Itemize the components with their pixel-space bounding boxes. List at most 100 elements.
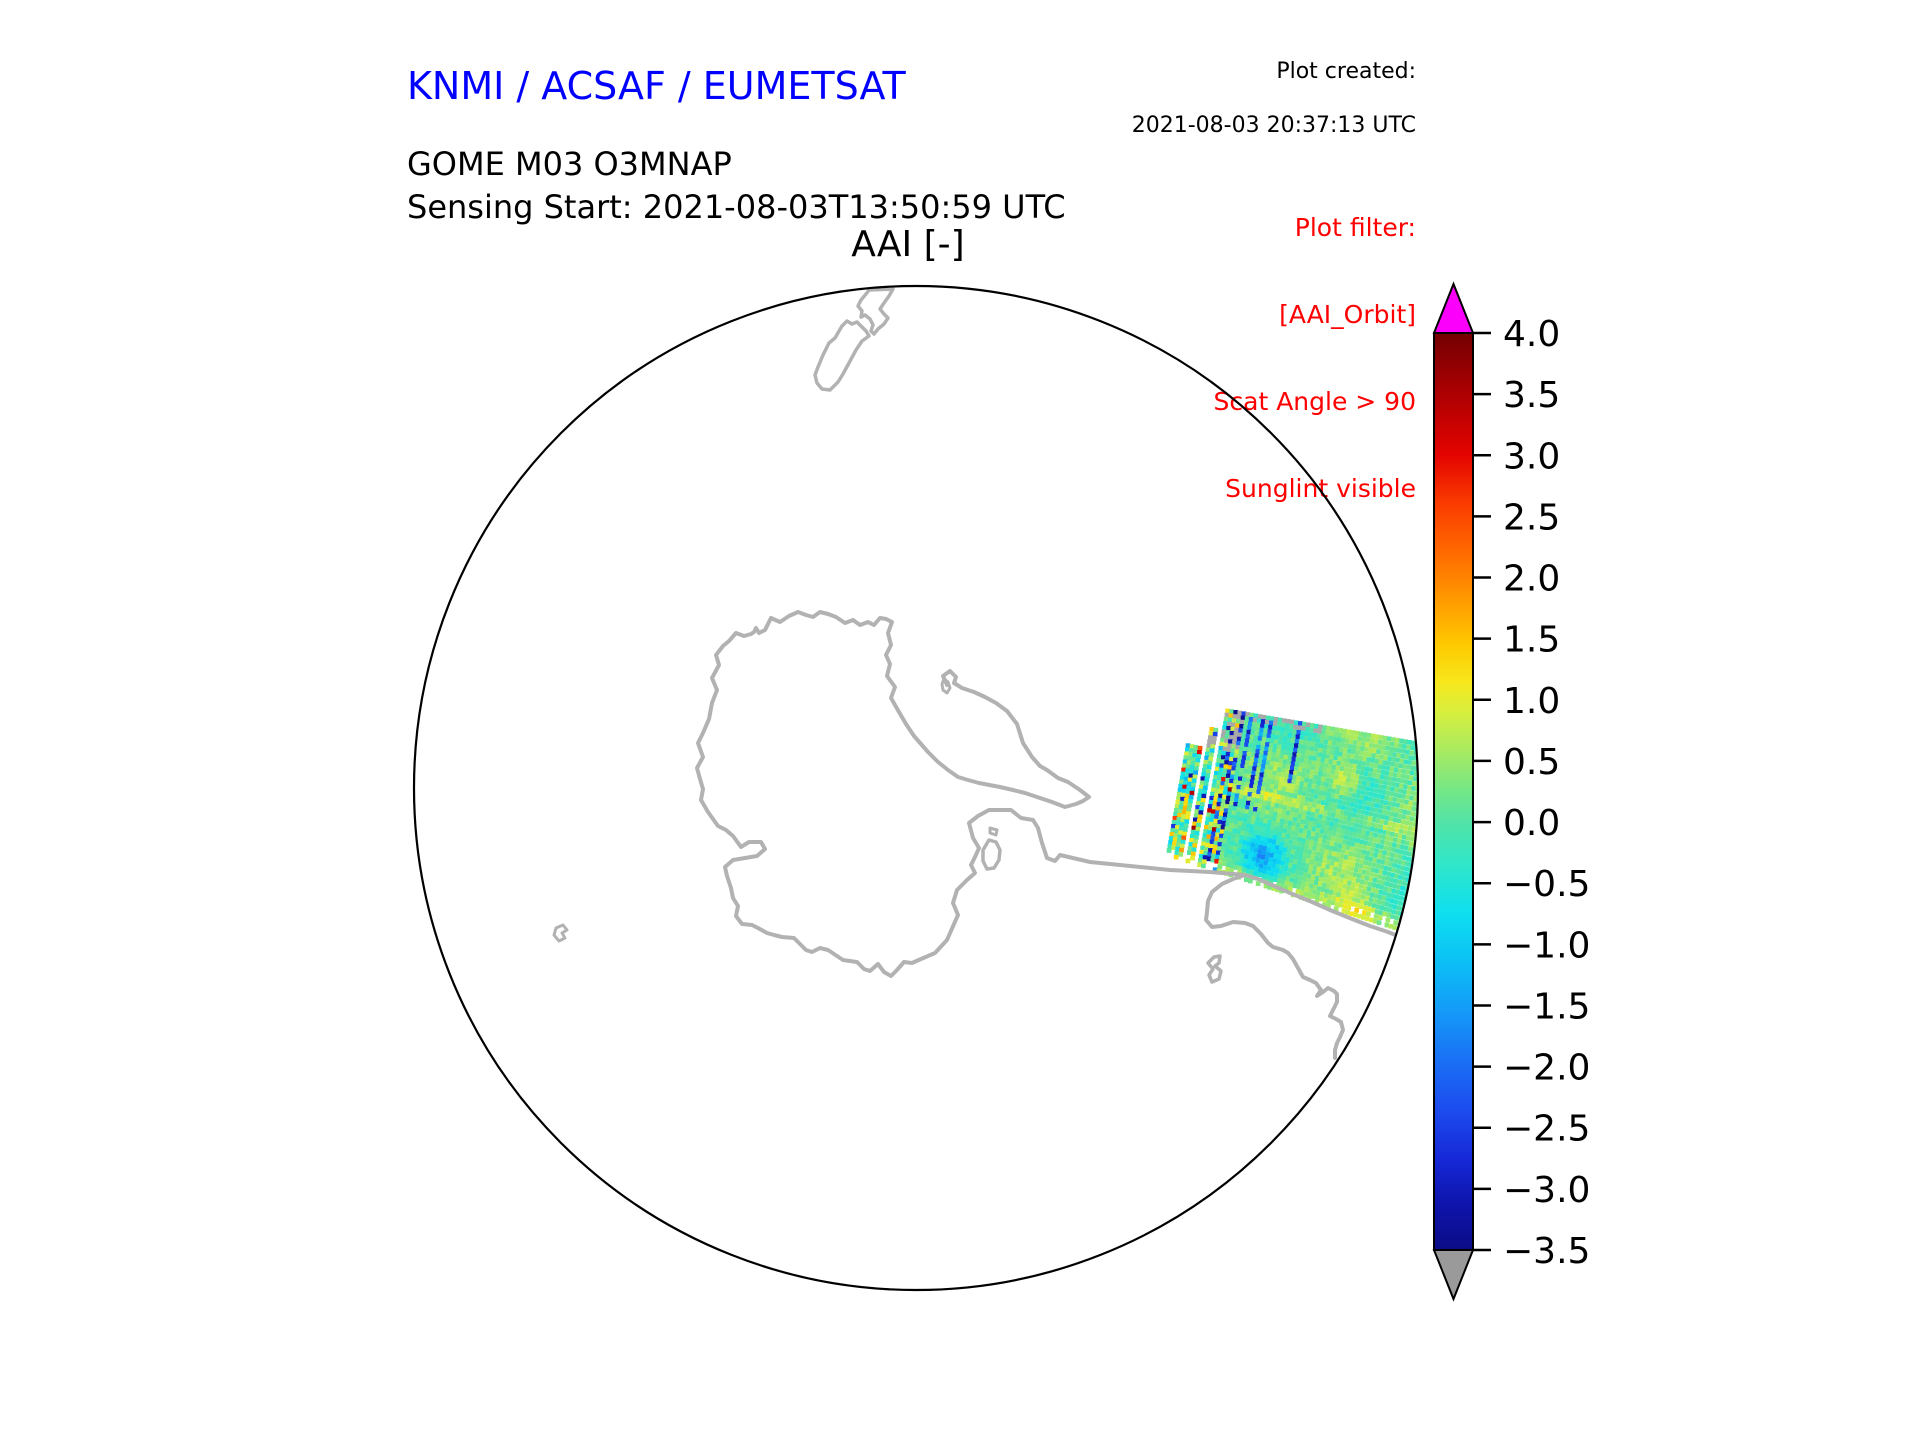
swath-cell xyxy=(1366,781,1371,787)
swath-cell xyxy=(1361,915,1366,920)
colorbar-tick-label: 2.0 xyxy=(1503,559,1560,600)
swath-cell xyxy=(1249,739,1254,744)
swath-cell xyxy=(1297,856,1303,862)
swath-cell xyxy=(1279,865,1285,870)
swath-cell xyxy=(1168,840,1173,845)
swath-cell xyxy=(1276,748,1281,754)
swath-cell xyxy=(1192,753,1197,758)
swath-cell xyxy=(1329,778,1334,784)
swath-cell xyxy=(1313,841,1318,847)
swath-cell xyxy=(1336,892,1342,897)
swath-cell xyxy=(1307,736,1313,742)
swath-cell xyxy=(1421,803,1426,808)
swath-cell xyxy=(1339,878,1345,883)
swath-cell xyxy=(1222,772,1227,778)
swath-cell xyxy=(1186,785,1192,791)
swath-cell xyxy=(1287,778,1293,784)
swath-cell xyxy=(1361,737,1367,742)
swath-cell xyxy=(1349,802,1355,808)
swath-cell xyxy=(1326,749,1331,755)
swath-cell xyxy=(1223,786,1229,791)
swath-cell xyxy=(1366,846,1372,851)
swath-cell xyxy=(1207,808,1212,813)
swath-cell xyxy=(1359,884,1364,889)
swath-cell xyxy=(1319,828,1325,834)
swath-cell xyxy=(1321,882,1327,888)
swath-cell xyxy=(1309,883,1314,889)
swath-cell xyxy=(1382,830,1387,835)
swath-cell xyxy=(1206,769,1211,774)
swath-cell xyxy=(1229,709,1235,714)
swath-cell xyxy=(1421,758,1426,763)
swath-cell xyxy=(1306,722,1311,728)
swath-cell xyxy=(1290,761,1296,766)
swath-cell xyxy=(1277,878,1282,884)
swath-cell xyxy=(1321,800,1326,806)
swath-cell xyxy=(1181,814,1186,819)
swath-cell xyxy=(1349,891,1354,896)
swath-cell xyxy=(1289,811,1295,817)
swath-cell xyxy=(1296,818,1302,823)
swath-cell xyxy=(1369,762,1375,768)
swath-cell xyxy=(1289,769,1294,775)
swath-cell xyxy=(1320,887,1326,893)
swath-cell xyxy=(1297,725,1302,731)
swath-cell xyxy=(1413,771,1417,777)
swath-cell xyxy=(1322,858,1328,864)
swath-cell xyxy=(1331,832,1337,837)
swath-cell xyxy=(1341,781,1346,786)
swath-cell xyxy=(1181,810,1187,815)
swath-cell xyxy=(1385,835,1390,841)
swath-cell xyxy=(1371,797,1377,803)
swath-cell xyxy=(1215,784,1221,790)
swath-cell xyxy=(1180,796,1185,802)
swath-cell xyxy=(1376,769,1382,774)
swath-cell xyxy=(1356,765,1362,770)
swath-cell xyxy=(1312,865,1318,871)
swath-cell xyxy=(1247,769,1253,775)
swath-cell xyxy=(1235,767,1241,772)
swath-cell xyxy=(1382,735,1388,741)
swath-cell xyxy=(1326,768,1332,774)
swath-cell xyxy=(1367,752,1373,758)
swath-cell xyxy=(1391,737,1396,742)
swath-cell xyxy=(1361,741,1366,747)
swath-cell xyxy=(1357,784,1362,790)
swath-cell xyxy=(1297,860,1302,866)
swath-cell xyxy=(1321,729,1327,735)
swath-cell xyxy=(1254,775,1260,781)
swath-cell xyxy=(1278,827,1284,833)
swath-cell xyxy=(1213,818,1219,824)
swath-cell xyxy=(1288,863,1293,868)
colorbar-tick-label: −2.0 xyxy=(1503,1048,1590,1089)
swath-cell xyxy=(1240,808,1246,813)
swath-cell xyxy=(1237,710,1243,716)
swath-cell xyxy=(1261,831,1266,837)
swath-cell xyxy=(1261,759,1267,765)
swath-cell xyxy=(1274,849,1279,855)
new-zealand-north-island xyxy=(856,287,895,336)
swath-cell xyxy=(1412,822,1417,827)
swath-cell xyxy=(1354,823,1359,828)
swath-cell xyxy=(1286,853,1291,858)
swath-cell xyxy=(1200,798,1206,803)
swath-cell xyxy=(1263,818,1269,824)
swath-cell xyxy=(1232,806,1238,811)
swath-cell xyxy=(1227,787,1233,792)
swath-cell xyxy=(1317,799,1322,805)
swath-cell xyxy=(1243,858,1249,864)
swath-cell xyxy=(1325,754,1331,759)
swath-cell xyxy=(1264,833,1270,838)
swath-cell xyxy=(1243,724,1248,730)
swath-cell xyxy=(1273,762,1279,767)
swath-cell xyxy=(1354,779,1359,784)
swath-cell xyxy=(1244,738,1250,743)
swath-cell xyxy=(1392,772,1398,777)
swath-cell xyxy=(1301,814,1307,820)
swath-cell xyxy=(1278,735,1284,741)
swath-cell xyxy=(1382,850,1387,855)
swath-cell xyxy=(1253,848,1259,853)
swath-cell xyxy=(1317,881,1323,887)
swath-cell xyxy=(1251,815,1257,821)
swath-cell xyxy=(1288,839,1294,845)
